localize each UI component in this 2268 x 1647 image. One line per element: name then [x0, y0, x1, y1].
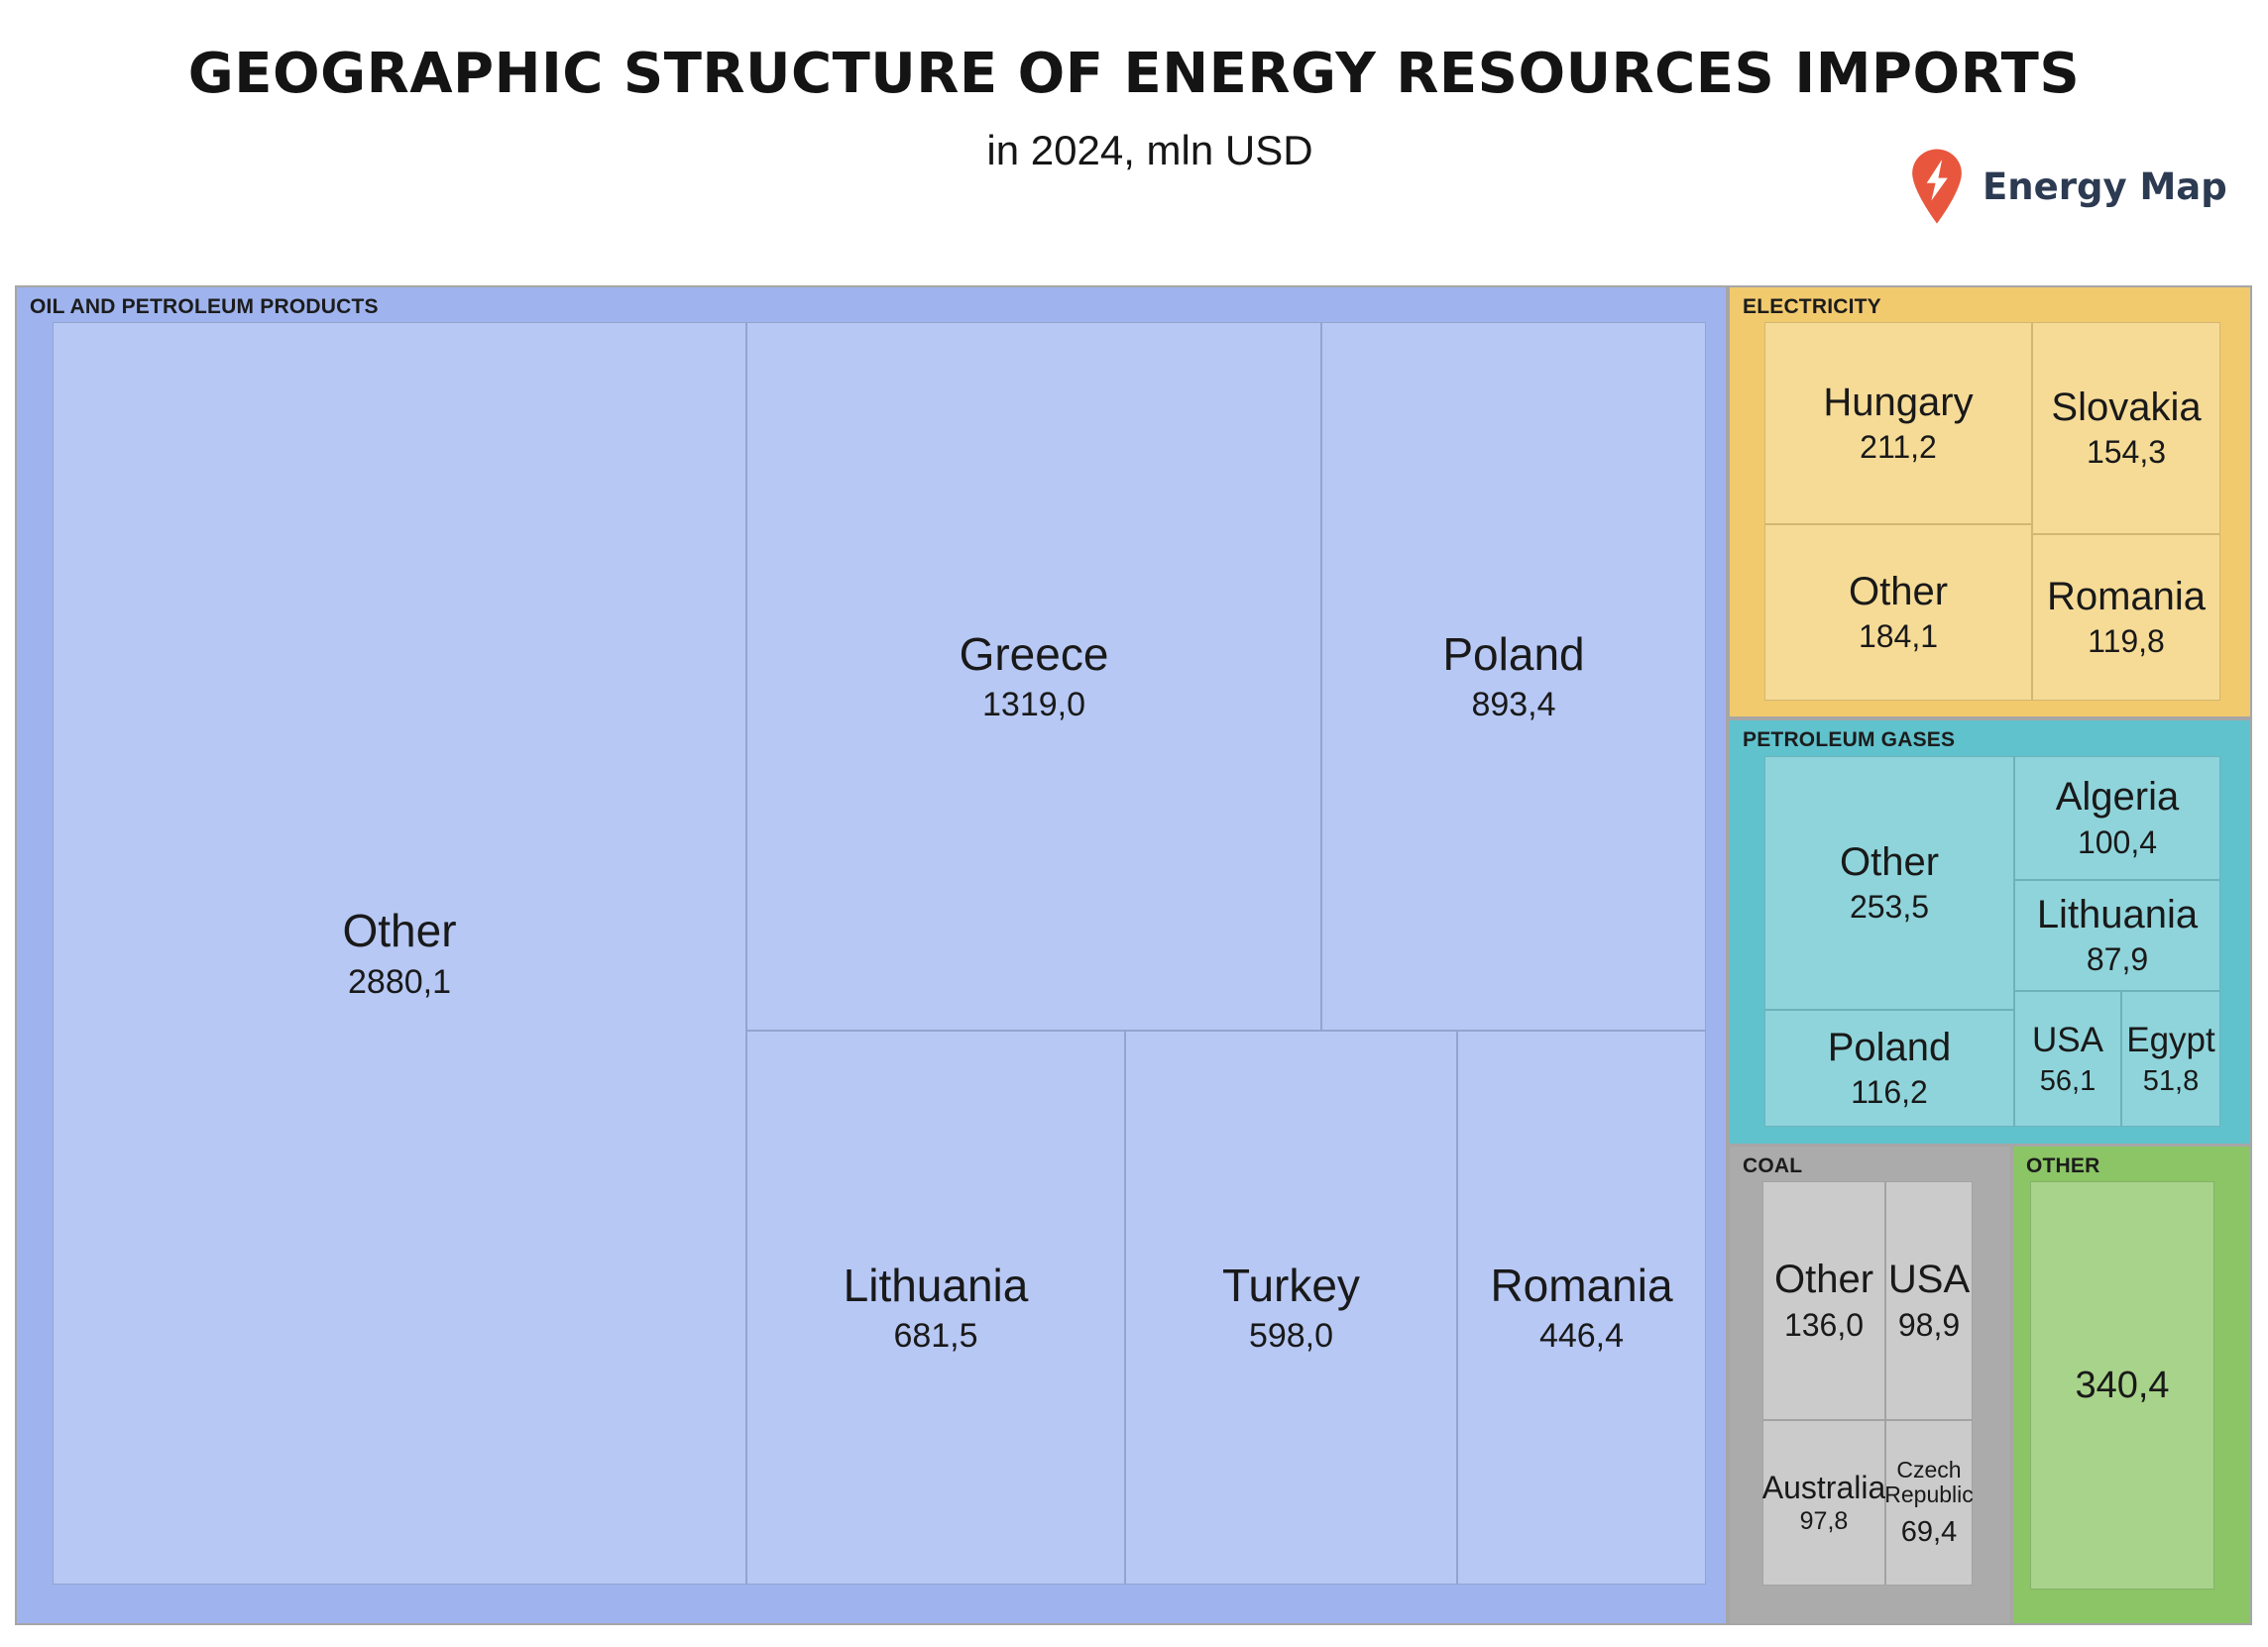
tile-electricity-hungary: Hungary 211,2 [1764, 322, 2032, 524]
tile-country-label: Turkey [1222, 1259, 1360, 1311]
tile-country-label: Algeria [2055, 775, 2180, 820]
tile-value-label: 97,8 [1799, 1507, 1849, 1536]
tile-gases-usa: USA 56,1 [2014, 991, 2121, 1127]
tile-value-label: 51,8 [2142, 1064, 2200, 1097]
tile-coal-other: Other 136,0 [1762, 1181, 1885, 1420]
group-petroleum-gases: PETROLEUM GASES Other 253,5 Poland 116,2… [1730, 720, 2250, 1144]
tile-value-label: 598,0 [1248, 1317, 1334, 1356]
tile-gases-lithuania: Lithuania 87,9 [2014, 880, 2220, 991]
page-title: GEOGRAPHIC STRUCTURE OF ENERGY RESOURCES… [187, 42, 2081, 106]
tile-country-label: Poland [1442, 627, 1585, 680]
tile-oil-lithuania: Lithuania 681,5 [746, 1031, 1125, 1585]
tile-country-label: Other [1839, 839, 1940, 884]
group-electricity-title: ELECTRICITY [1743, 295, 1881, 318]
tile-value-label: 211,2 [1860, 429, 1937, 466]
tile-value-label: 446,4 [1538, 1317, 1625, 1356]
group-oil-title: OIL AND PETROLEUM PRODUCTS [30, 295, 379, 318]
tile-electricity-slovakia: Slovakia 154,3 [2032, 322, 2220, 534]
tile-gases-egypt: Egypt 51,8 [2121, 991, 2220, 1127]
group-coal: COAL Other 136,0 USA 98,9 Australia 97,8… [1730, 1147, 2010, 1623]
tile-coal-australia: Australia 97,8 [1762, 1420, 1885, 1586]
tile-value-label: 340,4 [2075, 1364, 2170, 1406]
tile-country-label: Poland [1827, 1025, 1952, 1069]
tile-value-label: 681,5 [893, 1317, 978, 1356]
treemap-chart: OIL AND PETROLEUM PRODUCTS Other 2880,1 … [17, 287, 2250, 1623]
tile-gases-other: Other 253,5 [1764, 756, 2014, 1010]
tile-value-label: 154,3 [2086, 434, 2167, 471]
tile-country-label: Hungary [1823, 380, 1974, 424]
tile-oil-greece: Greece 1319,0 [746, 322, 1321, 1031]
tile-other-340: 340,4 [2030, 1181, 2214, 1590]
tile-country-label: Other [1848, 569, 1949, 613]
tile-country-label: Romania [1490, 1259, 1673, 1311]
tile-value-label: 2880,1 [348, 962, 451, 1001]
tile-value-label: 136,0 [1783, 1306, 1865, 1343]
tile-value-label: 184,1 [1858, 618, 1939, 655]
group-gases-title: PETROLEUM GASES [1743, 728, 1956, 751]
tile-country-label: Lithuania [2036, 892, 2199, 936]
tile-country-label: Lithuania [843, 1259, 1029, 1311]
tile-country-label: Slovakia [2051, 384, 2202, 429]
tile-value-label: 100,4 [2077, 824, 2158, 860]
tile-value-label: 253,5 [1849, 889, 1930, 926]
tile-gases-algeria: Algeria 100,4 [2014, 756, 2220, 880]
page-subtitle: in 2024, mln USD [986, 127, 1313, 173]
tile-electricity-other: Other 184,1 [1764, 524, 2032, 701]
tile-country-label: USA [1887, 1258, 1971, 1302]
tile-country-label: Romania [2046, 574, 2207, 618]
tile-gases-poland: Poland 116,2 [1764, 1010, 2014, 1127]
map-pin-lightning-icon [1907, 147, 1967, 226]
tile-oil-other: Other 2880,1 [53, 322, 746, 1585]
tile-country-label: Australia [1761, 1469, 1886, 1505]
tile-oil-poland: Poland 893,4 [1321, 322, 1706, 1031]
tile-electricity-romania: Romania 119,8 [2032, 534, 2220, 701]
tile-oil-turkey: Turkey 598,0 [1125, 1031, 1457, 1585]
tile-value-label: 119,8 [2088, 623, 2165, 660]
tile-value-label: 893,4 [1471, 686, 1556, 724]
tile-value-label: 69,4 [1900, 1515, 1958, 1548]
logo-wordmark: Energy Map [1983, 165, 2227, 208]
group-electricity: ELECTRICITY Hungary 211,2 Slovakia 154,3… [1730, 287, 2250, 716]
tile-country-label: Czech Republic [1884, 1456, 1974, 1508]
tile-coal-czech-republic: Czech Republic 69,4 [1884, 1420, 1974, 1586]
tile-value-label: 87,9 [2086, 941, 2149, 978]
tile-value-label: 56,1 [2039, 1064, 2097, 1097]
tile-country-label: Other [1773, 1258, 1874, 1302]
group-other-title: OTHER [2026, 1154, 2100, 1177]
tile-oil-romania: Romania 446,4 [1457, 1031, 1706, 1585]
tile-coal-usa: USA 98,9 [1885, 1181, 1973, 1420]
tile-value-label: 1319,0 [982, 686, 1085, 724]
tile-country-label: USA [2032, 1020, 2103, 1059]
tile-country-label: Egypt [2126, 1020, 2215, 1059]
tile-value-label: 98,9 [1897, 1306, 1961, 1343]
tile-country-label: Other [342, 905, 457, 957]
energy-map-logo: Energy Map [1907, 145, 2227, 228]
group-coal-title: COAL [1743, 1154, 1803, 1177]
group-oil-and-petroleum-products: OIL AND PETROLEUM PRODUCTS Other 2880,1 … [17, 287, 1726, 1623]
tile-value-label: 116,2 [1851, 1074, 1928, 1111]
group-other: OTHER 340,4 [2013, 1147, 2250, 1623]
tile-country-label: Greece [959, 627, 1109, 680]
